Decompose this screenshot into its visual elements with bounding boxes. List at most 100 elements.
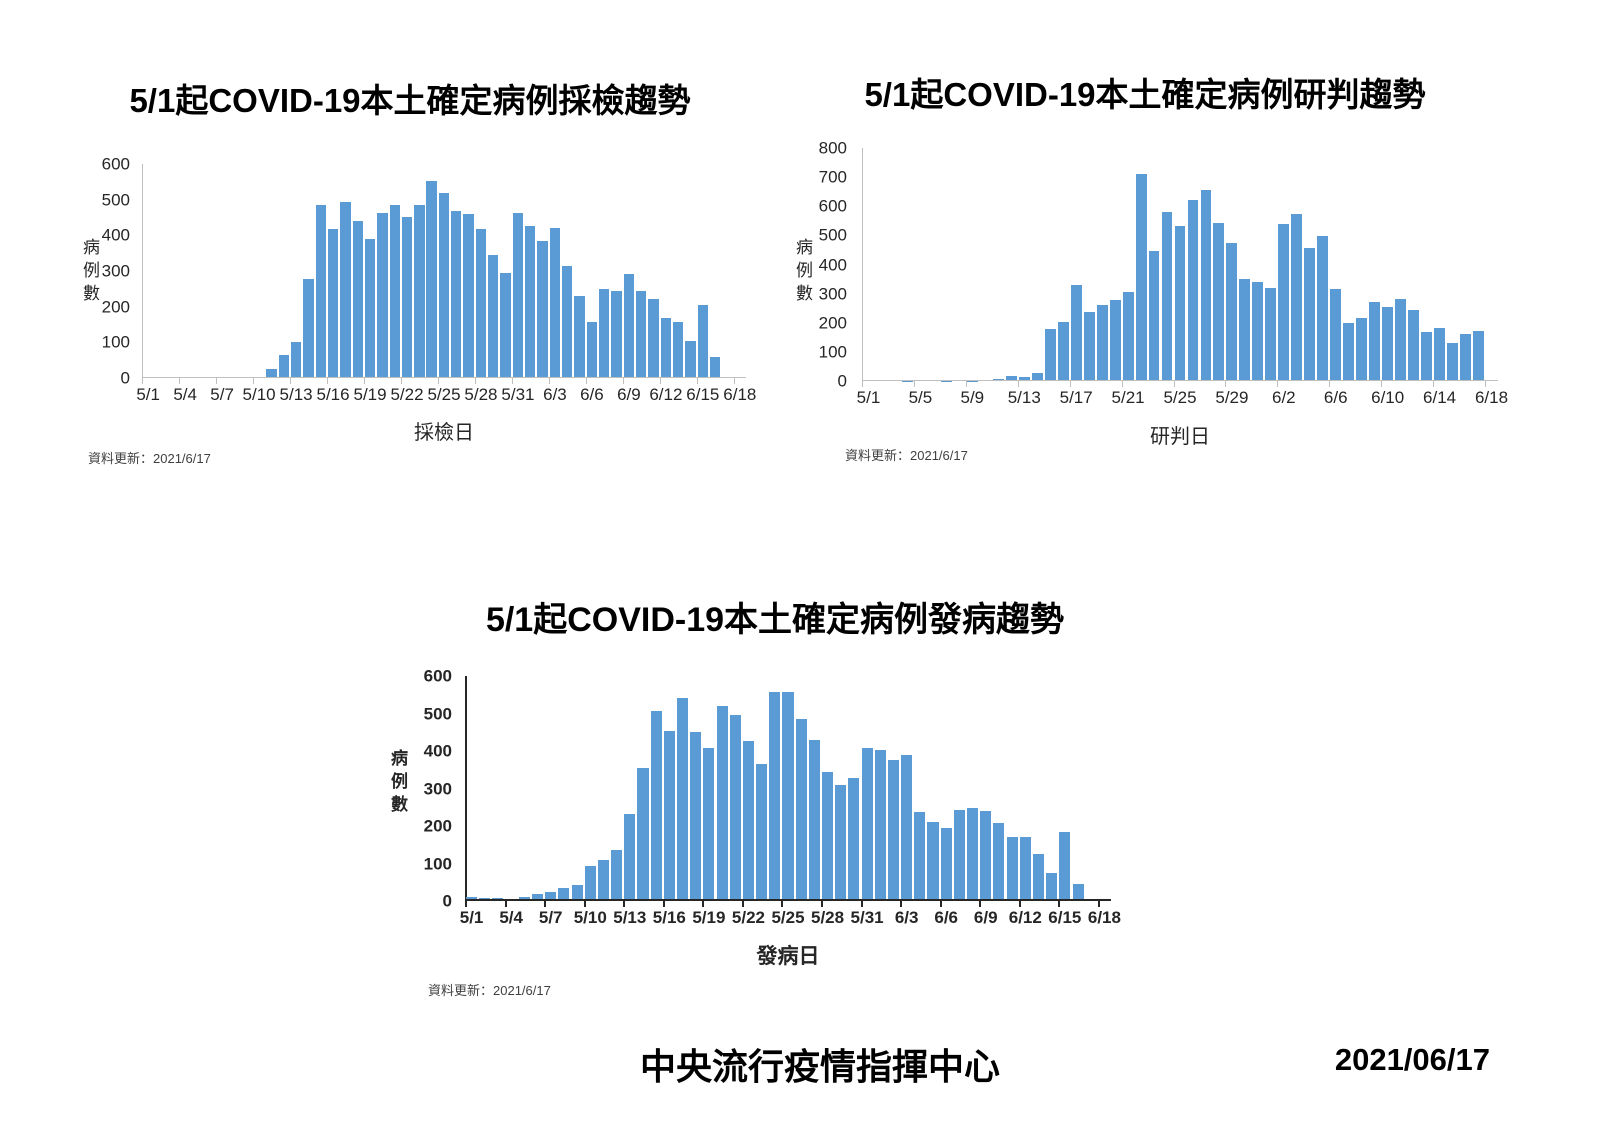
x-tick-label: 5/25 (771, 908, 805, 927)
x-tick-mark (1058, 901, 1061, 907)
bar-6/4 (562, 266, 573, 378)
bar-6/6 (940, 828, 952, 901)
bar-5/31 (1252, 281, 1264, 381)
bar-5/31 (861, 748, 873, 901)
y-axis-title: 病例數 (391, 749, 408, 814)
bar-5/19 (1096, 305, 1108, 381)
bar-5/20 (716, 705, 728, 901)
x-tick-label: 6/2 (1272, 388, 1296, 407)
bar-5/25 (782, 691, 794, 901)
bar-6/16 (1460, 333, 1471, 381)
bar-5/16 (1057, 321, 1069, 381)
y-tick-label: 100 (423, 854, 452, 874)
x-tick-mark (900, 901, 903, 907)
x-tick-label: 5/7 (538, 908, 563, 927)
bar-series (862, 148, 1498, 381)
bar-6/3 (901, 754, 913, 901)
x-tick-label: 5/16 (316, 385, 350, 404)
x-tick-mark (400, 378, 402, 384)
bar-6/3 (549, 227, 561, 378)
x-tick-mark (465, 901, 467, 907)
bar-5/26 (451, 211, 462, 378)
bar-6/1 (1265, 287, 1277, 381)
x-tick-label: 6/14 (1423, 388, 1457, 407)
x-tick-mark (939, 901, 942, 907)
bar-6/7 (599, 288, 610, 378)
y-tick-label: 300 (101, 261, 130, 281)
bar-5/28 (475, 229, 487, 378)
bar-5/25 (1174, 226, 1186, 381)
x-tick-mark (1277, 381, 1279, 387)
bar-5/10 (584, 866, 596, 901)
bar-5/12 (611, 850, 623, 901)
x-tick-mark (965, 381, 967, 387)
y-tick-label: 400 (818, 255, 847, 274)
bar-5/15 (1044, 328, 1056, 381)
data-updated-note: 資料更新：2021/6/17 (88, 451, 211, 466)
x-tick-label: 6/15 (686, 385, 720, 404)
x-axis-line (862, 380, 1498, 381)
bar-6/10 (993, 823, 1005, 901)
footer-organization: 中央流行疫情指揮中心 (639, 1046, 1000, 1087)
bar-6/15 (1447, 343, 1458, 381)
bar-5/28 (1213, 222, 1225, 381)
bar-5/18 (352, 221, 363, 378)
bar-6/2 (887, 760, 899, 901)
y-tick-label: 300 (423, 779, 452, 798)
y-tick-label: 100 (101, 332, 130, 352)
bar-5/22 (1135, 173, 1147, 381)
x-tick-mark (1433, 381, 1435, 387)
x-tick-mark (1018, 901, 1021, 907)
x-tick-label: 5/22 (731, 908, 765, 927)
x-tick-label: 5/19 (353, 385, 387, 404)
bar-5/7 (545, 892, 557, 901)
bar-6/12 (1019, 836, 1031, 901)
x-tick-label: 6/18 (1087, 908, 1121, 927)
bar-5/14 (637, 768, 649, 901)
x-tick-mark (1097, 901, 1100, 907)
plot-area (465, 676, 1111, 907)
x-tick-mark (1329, 381, 1331, 387)
x-axis-title: 發病日 (756, 945, 820, 968)
bar-5/15 (315, 205, 326, 378)
bar-5/16 (327, 228, 339, 378)
bar-5/14 (303, 278, 314, 378)
x-tick-label: 6/6 (580, 385, 604, 404)
x-tick-label: 6/3 (894, 908, 919, 927)
bar-5/11 (597, 860, 609, 901)
bar-6/11 (1006, 836, 1018, 901)
x-axis-line (465, 899, 1111, 901)
x-tick-label: 5/19 (692, 908, 726, 927)
bar-5/20 (1109, 300, 1121, 381)
bar-6/3 (1291, 214, 1303, 381)
x-tick-mark (1485, 381, 1487, 387)
x-tick-mark (860, 901, 863, 907)
bar-5/11 (992, 378, 1004, 381)
x-tick-mark (289, 378, 291, 384)
x-tick-mark (1225, 381, 1227, 387)
x-axis-tick-labels: 5/1 5/5 5/9 5/13 5/17 5/21 5/25 5/29 6/2 6/6 6/10 6… (857, 388, 1508, 409)
bar-5/13 (290, 342, 302, 378)
y-tick-label: 600 (423, 666, 452, 686)
y-axis-title: 病例數 (796, 238, 813, 303)
bar-5/29 (488, 254, 499, 378)
bar-series (142, 164, 746, 378)
bar-5/21 (389, 205, 400, 378)
x-tick-label: 5/28 (811, 908, 845, 927)
y-tick-label: 600 (101, 154, 130, 174)
bar-6/1 (525, 226, 536, 378)
bar-6/9 (980, 810, 992, 901)
y-axis-title: 病例數 (83, 238, 100, 303)
bar-5/28 (822, 771, 834, 901)
bar-5/18 (1083, 311, 1095, 381)
x-tick-mark (585, 378, 587, 384)
x-tick-mark (696, 378, 698, 384)
plot-area (142, 164, 746, 384)
x-tick-mark (1121, 381, 1123, 387)
x-tick-label: 5/29 (1215, 388, 1249, 407)
x-tick-mark (702, 901, 705, 907)
bar-6/2 (1278, 223, 1290, 381)
bar-5/22 (401, 216, 413, 378)
bar-6/14 (685, 341, 696, 378)
bar-5/30 (1239, 278, 1251, 381)
